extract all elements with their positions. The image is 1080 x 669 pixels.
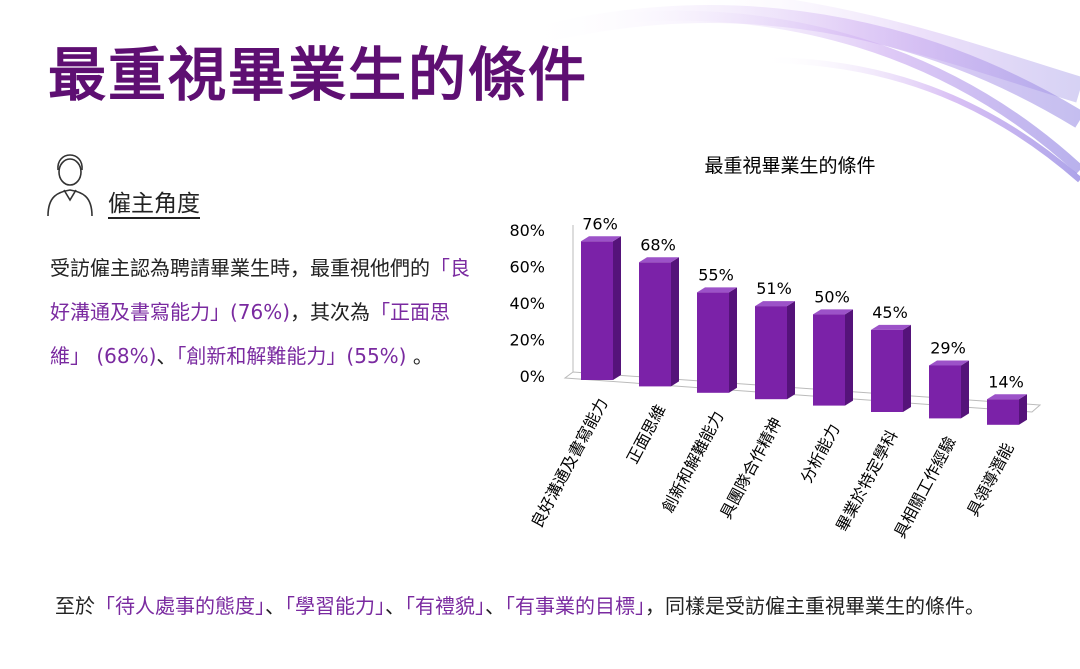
y-tick-label: 80% bbox=[509, 221, 545, 240]
bar bbox=[639, 262, 671, 387]
bar-top bbox=[871, 324, 911, 330]
highlight-text: 「創新和解難能力」(55%) bbox=[176, 344, 407, 368]
x-tick-label: 具團隊合作精神 bbox=[716, 414, 785, 522]
paragraph: 至於「待人處事的態度」、「學習能力」、「有禮貌」、「有事業的目標」，同樣是受訪僱… bbox=[55, 584, 1045, 628]
highlight-text: 「正面思維」 (68%) bbox=[50, 300, 451, 368]
value-label: 68% bbox=[640, 235, 676, 254]
y-tick-label: 60% bbox=[509, 258, 545, 277]
slide-title: 最重視畢業生的條件 bbox=[48, 41, 589, 109]
value-label: 45% bbox=[872, 303, 908, 322]
text: 。 bbox=[406, 344, 433, 368]
bar-top bbox=[813, 309, 853, 315]
bar-side bbox=[671, 257, 679, 387]
text: 、 bbox=[485, 594, 505, 618]
y-tick-label: 0% bbox=[520, 367, 545, 386]
text: 、 bbox=[265, 594, 285, 618]
text: 、 bbox=[385, 594, 405, 618]
text: ，其次為 bbox=[290, 300, 371, 324]
highlight-text: 「學習能力」 bbox=[285, 594, 385, 618]
bar bbox=[755, 306, 787, 400]
x-tick-label: 具領導潛能 bbox=[963, 440, 1017, 520]
bar bbox=[871, 329, 903, 412]
bar bbox=[813, 314, 845, 406]
bar-top bbox=[755, 301, 795, 307]
value-label: 76% bbox=[582, 214, 618, 233]
highlight-text: 「待人處事的態度」 bbox=[95, 594, 265, 618]
person-icon bbox=[47, 154, 93, 217]
y-tick-label: 20% bbox=[509, 331, 545, 350]
y-tick-label: 40% bbox=[509, 294, 545, 313]
bar-side bbox=[961, 360, 969, 419]
bar-top bbox=[639, 257, 679, 263]
highlight-text: 「良好溝通及書寫能力」(76%) bbox=[50, 256, 470, 324]
bar-side bbox=[903, 324, 911, 412]
x-tick-label: 良好溝通及書寫能力 bbox=[527, 395, 611, 531]
bar bbox=[581, 241, 613, 380]
chart-title: 最重視畢業生的條件 bbox=[704, 155, 875, 177]
bar bbox=[929, 365, 961, 419]
text: 、 bbox=[156, 344, 177, 368]
text: ，同樣是受訪僱主重視畢業生的條件。 bbox=[645, 594, 985, 618]
value-label: 51% bbox=[756, 279, 792, 298]
bar-side bbox=[729, 287, 737, 393]
value-label: 29% bbox=[930, 338, 966, 357]
x-tick-label: 具相關工作經驗 bbox=[890, 433, 959, 541]
bar-top bbox=[581, 236, 621, 242]
bar bbox=[987, 399, 1019, 425]
highlight-text: 「有禮貌」 bbox=[405, 594, 485, 618]
bar-side bbox=[613, 236, 621, 380]
bar bbox=[697, 292, 729, 393]
x-tick-label: 正面思維 bbox=[623, 401, 670, 466]
x-tick-label: 創新和解難能力 bbox=[658, 408, 727, 516]
bar-top bbox=[697, 287, 737, 293]
bar-top bbox=[987, 394, 1027, 400]
bar-top bbox=[929, 360, 969, 366]
bar-side bbox=[845, 309, 853, 406]
highlight-text: 「有事業的目標」 bbox=[505, 594, 645, 618]
text: 受訪僱主認為聘請畢業生時，最重視他們的 bbox=[50, 256, 430, 280]
value-label: 14% bbox=[988, 372, 1024, 391]
bar-side bbox=[1019, 394, 1027, 425]
section-heading: 僱主角度 bbox=[108, 191, 200, 217]
bar-side bbox=[787, 301, 795, 400]
value-label: 55% bbox=[698, 265, 734, 284]
value-label: 50% bbox=[814, 287, 850, 306]
x-tick-label: 分析能力 bbox=[797, 421, 844, 486]
x-tick-label: 畢業於特定學科 bbox=[832, 427, 901, 535]
decoration bbox=[517, 0, 1080, 183]
text: 至於 bbox=[55, 594, 95, 618]
paragraph: 受訪僱主認為聘請畢業生時，最重視他們的「良好溝通及書寫能力」(76%)，其次為「… bbox=[50, 246, 480, 378]
